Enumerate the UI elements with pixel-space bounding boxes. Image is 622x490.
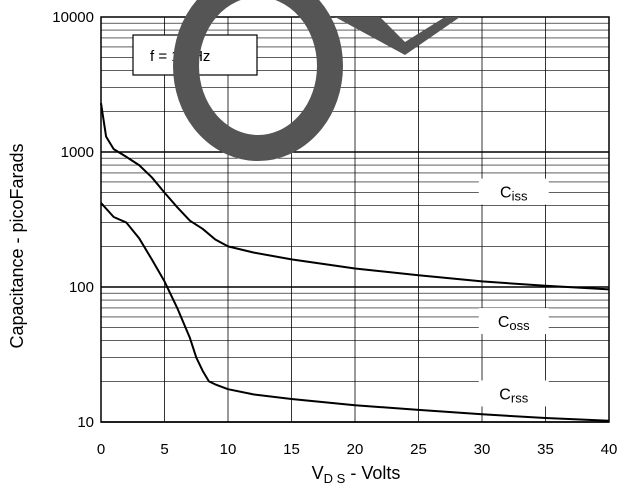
series-label-coss: Coss	[498, 314, 530, 333]
watermark	[173, 0, 460, 161]
x-tick-label: 20	[347, 441, 364, 458]
series-label-crss: Crss	[499, 386, 528, 405]
x-axis-label-main: V	[312, 463, 324, 483]
x-axis-label: VD S - Volts	[312, 463, 401, 486]
y-tick-label: 1000	[61, 144, 94, 161]
x-axis-label-sub: D S	[324, 471, 346, 486]
x-tick-label: 40	[601, 441, 618, 458]
series-label-bg	[478, 380, 549, 407]
x-tick-label: 30	[474, 441, 491, 458]
x-tick-label: 25	[410, 441, 427, 458]
watermark-chevron	[335, 17, 460, 55]
curves	[100, 103, 610, 422]
y-axis-label: Capacitance - picoFarads	[7, 143, 27, 348]
series-labels: Ciss Coss Crss	[478, 178, 549, 407]
x-tick-label: 5	[160, 441, 168, 458]
x-tick-label: 0	[97, 441, 105, 458]
watermark-ring	[173, 0, 343, 161]
series-label-bg	[478, 178, 549, 205]
x-tick-label: 15	[283, 441, 300, 458]
y-tick-label: 100	[69, 279, 94, 296]
x-axis-label-rest: - Volts	[345, 463, 400, 483]
series-line-ciss	[100, 103, 610, 291]
series-line-coss	[100, 202, 610, 422]
y-tick-label: 10000	[52, 9, 94, 26]
x-tick-label: 35	[537, 441, 554, 458]
x-tick-labels: 0 5 10 15 20 25 30 35 40	[97, 441, 618, 458]
series-label-ciss: Ciss	[500, 185, 528, 204]
y-tick-label: 10	[77, 414, 94, 431]
series-label-bg	[478, 308, 549, 335]
x-tick-label: 10	[220, 441, 237, 458]
y-tick-labels: 10 100 1000 10000	[52, 9, 94, 431]
